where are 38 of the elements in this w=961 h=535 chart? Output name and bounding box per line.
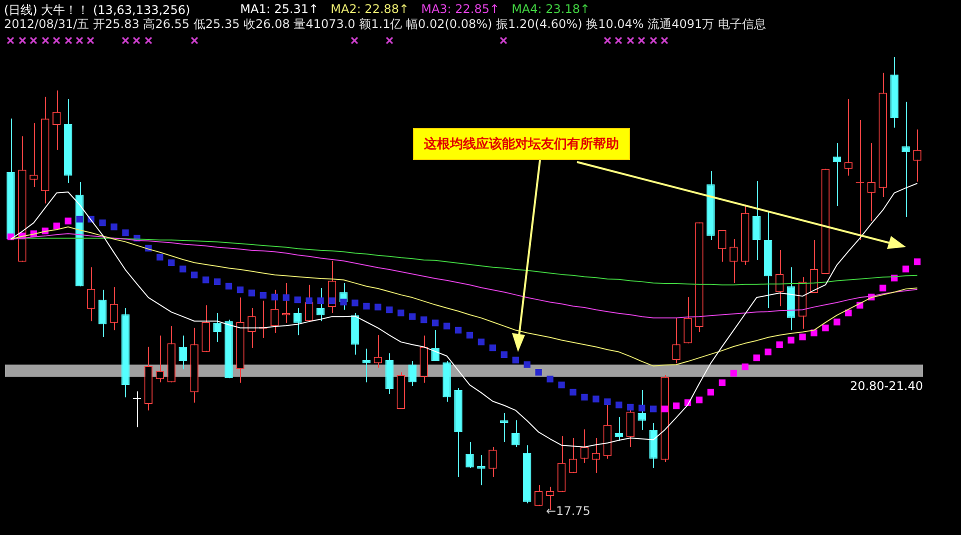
candlestick bbox=[752, 180, 761, 260]
text: MA1: 25.31↑ bbox=[240, 2, 319, 16]
candlestick bbox=[902, 101, 910, 218]
candlestick bbox=[844, 98, 853, 176]
candlestick bbox=[684, 296, 692, 344]
chart-title: (日线) 大牛！！ (13,63,133,256) bbox=[4, 2, 190, 18]
candlestick bbox=[832, 142, 842, 207]
candlestick bbox=[86, 266, 96, 322]
candlestick bbox=[730, 238, 738, 284]
candlestick bbox=[316, 288, 325, 322]
annotation: 这根均线应该能对坛友们有所帮助 bbox=[413, 128, 630, 160]
band-label: 20.80-21.40 bbox=[850, 378, 923, 393]
text: MA3: 22.85↑ bbox=[421, 2, 500, 16]
text: MA2: 22.88↑ bbox=[330, 2, 410, 16]
candlestick bbox=[213, 312, 222, 342]
candlestick bbox=[568, 437, 578, 474]
candlestick bbox=[638, 389, 646, 430]
candlestick bbox=[867, 142, 876, 222]
annotation: ←17.75 bbox=[546, 504, 590, 518]
candlestick bbox=[614, 416, 624, 442]
candlestick bbox=[592, 437, 600, 474]
candlestick bbox=[534, 484, 543, 506]
candlestick bbox=[30, 122, 38, 188]
candlestick bbox=[98, 289, 107, 338]
text: MA4: 23.18↑ bbox=[512, 2, 590, 16]
candlestick bbox=[672, 317, 680, 364]
candlestick bbox=[718, 230, 726, 262]
candlestick bbox=[477, 454, 486, 486]
candlestick bbox=[270, 289, 279, 334]
candlestick bbox=[110, 286, 118, 331]
candlestick bbox=[488, 446, 497, 478]
candlestick bbox=[132, 390, 142, 428]
candlestick bbox=[304, 284, 314, 323]
candlestick bbox=[248, 307, 256, 348]
chart-subtitle: 2012/08/31/五 开25.83 高26.55 低25.35 收26.08 量41073.0 额1.1亿 幅0.02(0.08%) 振1.20(4.60%) 换10.04% 流通4091万 电子信息 bbox=[4, 16, 766, 33]
candlestick bbox=[156, 335, 164, 383]
candlestick bbox=[178, 335, 187, 370]
candlestick bbox=[408, 360, 416, 386]
